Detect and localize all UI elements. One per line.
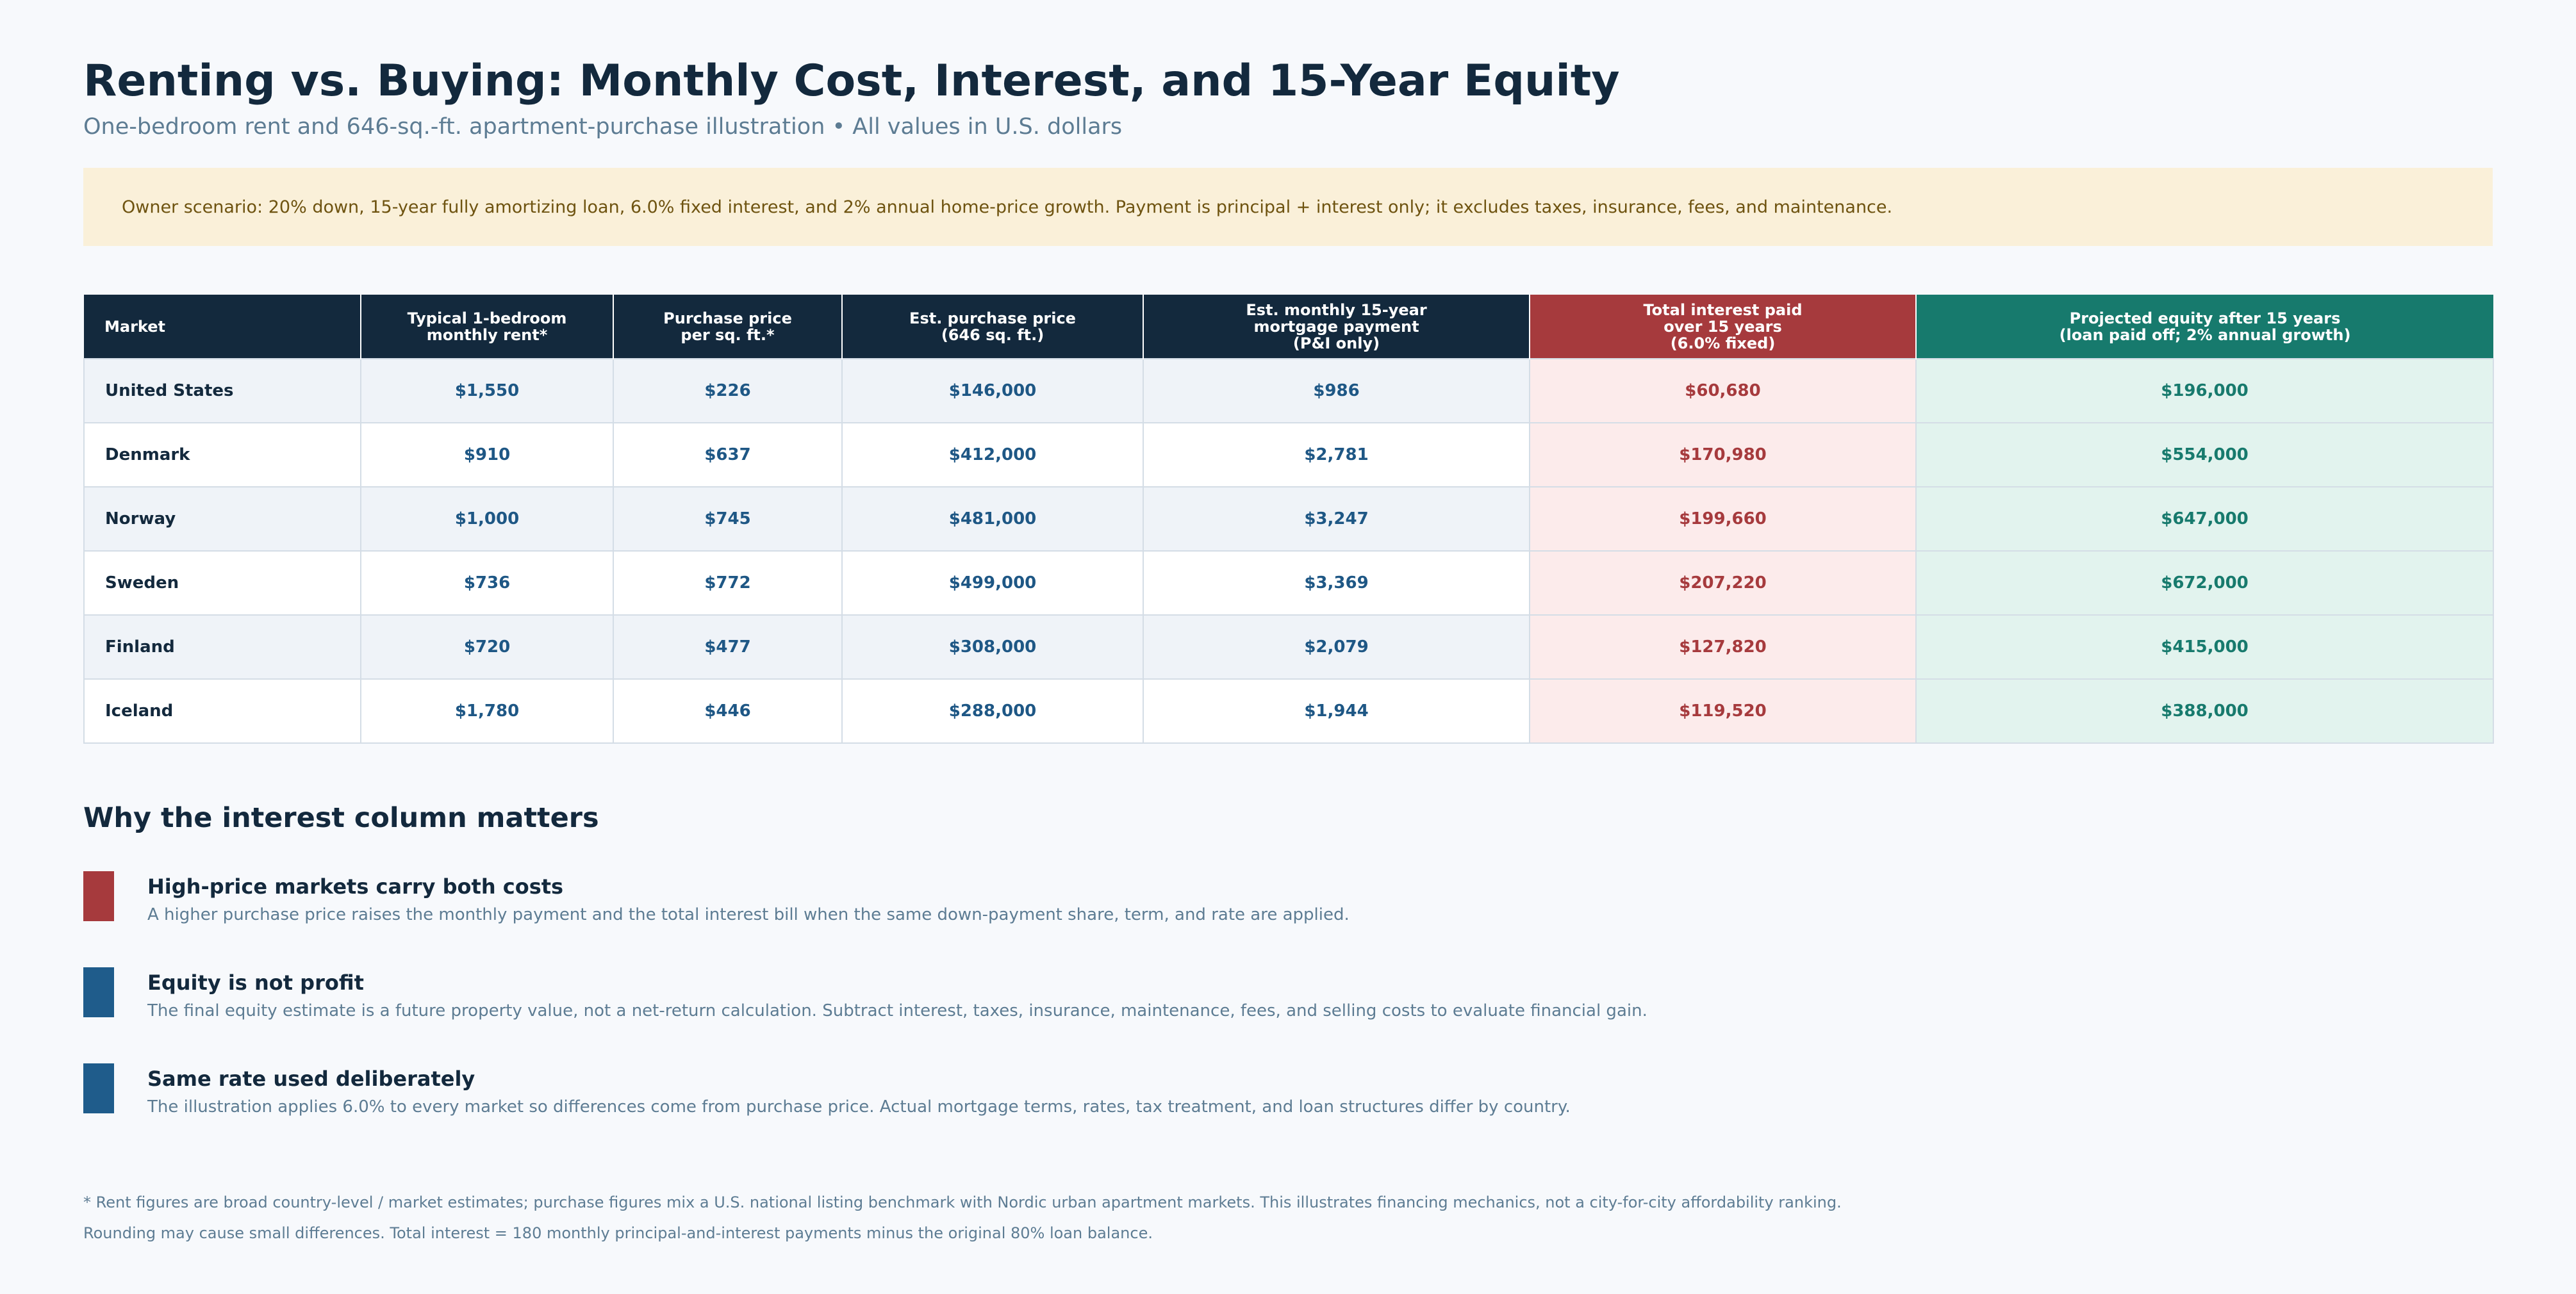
comparison-table: Market Typical 1-bedroom monthly rent* P… bbox=[83, 295, 2494, 744]
cell-total-interest: $199,660 bbox=[1529, 486, 1917, 552]
cell-total-interest: $170,980 bbox=[1529, 422, 1917, 487]
cell-rent: $910 bbox=[360, 422, 614, 487]
cell-total-interest: $127,820 bbox=[1529, 614, 1917, 680]
cell-market: Iceland bbox=[83, 678, 361, 744]
cell-monthly-payment: $1,944 bbox=[1143, 678, 1530, 744]
cell-projected-equity: $388,000 bbox=[1915, 678, 2494, 744]
column-header-rent: Typical 1-bedroom monthly rent* bbox=[361, 295, 614, 359]
table-row: Norway $1,000 $745 $481,000 $3,247 $199,… bbox=[83, 486, 2494, 552]
column-header-total-interest: Total interest paid over 15 years (6.0% … bbox=[1530, 295, 1917, 359]
cell-purchase-price: $412,000 bbox=[841, 422, 1144, 487]
cell-rent: $1,550 bbox=[360, 358, 614, 423]
cell-market: Finland bbox=[83, 614, 361, 680]
footnote: * Rent figures are broad country-level /… bbox=[83, 1193, 1842, 1211]
page: Renting vs. Buying: Monthly Cost, Intere… bbox=[83, 0, 2494, 1294]
insight-title: High-price markets carry both costs bbox=[147, 874, 564, 899]
cell-projected-equity: $415,000 bbox=[1915, 614, 2494, 680]
insight-title: Equity is not profit bbox=[147, 970, 364, 995]
cell-projected-equity: $196,000 bbox=[1915, 358, 2494, 423]
table-row: United States $1,550 $226 $146,000 $986 … bbox=[83, 358, 2494, 423]
insight-swatch bbox=[83, 967, 114, 1017]
cell-price-per-sqft: $772 bbox=[613, 550, 843, 616]
cell-price-per-sqft: $745 bbox=[613, 486, 843, 552]
cell-projected-equity: $647,000 bbox=[1915, 486, 2494, 552]
cell-rent: $736 bbox=[360, 550, 614, 616]
insight-text: The illustration applies 6.0% to every m… bbox=[147, 1097, 1571, 1117]
cell-purchase-price: $288,000 bbox=[841, 678, 1144, 744]
cell-market: Denmark bbox=[83, 422, 361, 487]
cell-projected-equity: $672,000 bbox=[1915, 550, 2494, 616]
insight-item-high-price: High-price markets carry both costs A hi… bbox=[83, 871, 2493, 924]
cell-purchase-price: $146,000 bbox=[841, 358, 1144, 423]
column-header-market: Market bbox=[84, 295, 361, 359]
cell-monthly-payment: $2,079 bbox=[1143, 614, 1530, 680]
cell-rent: $1,000 bbox=[360, 486, 614, 552]
cell-monthly-payment: $2,781 bbox=[1143, 422, 1530, 487]
cell-total-interest: $207,220 bbox=[1529, 550, 1917, 616]
page-title: Renting vs. Buying: Monthly Cost, Intere… bbox=[83, 56, 1620, 106]
scenario-note-text: Owner scenario: 20% down, 15-year fully … bbox=[122, 197, 1893, 217]
table-row: Sweden $736 $772 $499,000 $3,369 $207,22… bbox=[83, 550, 2494, 616]
cell-purchase-price: $481,000 bbox=[841, 486, 1144, 552]
insight-swatch bbox=[83, 871, 114, 921]
cell-rent: $720 bbox=[360, 614, 614, 680]
insight-item-equity: Equity is not profit The final equity es… bbox=[83, 967, 2493, 1020]
table-row: Finland $720 $477 $308,000 $2,079 $127,8… bbox=[83, 614, 2494, 680]
cell-monthly-payment: $3,247 bbox=[1143, 486, 1530, 552]
cell-rent: $1,780 bbox=[360, 678, 614, 744]
column-header-monthly-payment: Est. monthly 15-year mortgage payment (P… bbox=[1143, 295, 1530, 359]
table-header-row: Market Typical 1-bedroom monthly rent* P… bbox=[84, 295, 2493, 359]
insight-text: The final equity estimate is a future pr… bbox=[147, 1001, 1647, 1020]
section-heading: Why the interest column matters bbox=[83, 802, 599, 834]
cell-monthly-payment: $986 bbox=[1143, 358, 1530, 423]
footnote: Rounding may cause small differences. To… bbox=[83, 1224, 1153, 1242]
cell-price-per-sqft: $477 bbox=[613, 614, 843, 680]
insight-title: Same rate used deliberately bbox=[147, 1067, 475, 1091]
cell-price-per-sqft: $446 bbox=[613, 678, 843, 744]
cell-price-per-sqft: $637 bbox=[613, 422, 843, 487]
cell-market: Norway bbox=[83, 486, 361, 552]
insight-item-same-rate: Same rate used deliberately The illustra… bbox=[83, 1063, 2493, 1117]
scenario-note: Owner scenario: 20% down, 15-year fully … bbox=[83, 168, 2493, 246]
cell-purchase-price: $308,000 bbox=[841, 614, 1144, 680]
table-row: Denmark $910 $637 $412,000 $2,781 $170,9… bbox=[83, 422, 2494, 487]
cell-purchase-price: $499,000 bbox=[841, 550, 1144, 616]
table-row: Iceland $1,780 $446 $288,000 $1,944 $119… bbox=[83, 678, 2494, 744]
column-header-price-per-sqft: Purchase price per sq. ft.* bbox=[613, 295, 843, 359]
cell-market: Sweden bbox=[83, 550, 361, 616]
column-header-purchase-price: Est. purchase price (646 sq. ft.) bbox=[842, 295, 1144, 359]
cell-monthly-payment: $3,369 bbox=[1143, 550, 1530, 616]
cell-price-per-sqft: $226 bbox=[613, 358, 843, 423]
insight-swatch bbox=[83, 1063, 114, 1113]
cell-total-interest: $119,520 bbox=[1529, 678, 1917, 744]
insight-text: A higher purchase price raises the month… bbox=[147, 905, 1350, 924]
page-subtitle: One-bedroom rent and 646-sq.-ft. apartme… bbox=[83, 114, 1123, 140]
column-header-projected-equity: Projected equity after 15 years (loan pa… bbox=[1916, 295, 2493, 359]
cell-projected-equity: $554,000 bbox=[1915, 422, 2494, 487]
cell-total-interest: $60,680 bbox=[1529, 358, 1917, 423]
cell-market: United States bbox=[83, 358, 361, 423]
